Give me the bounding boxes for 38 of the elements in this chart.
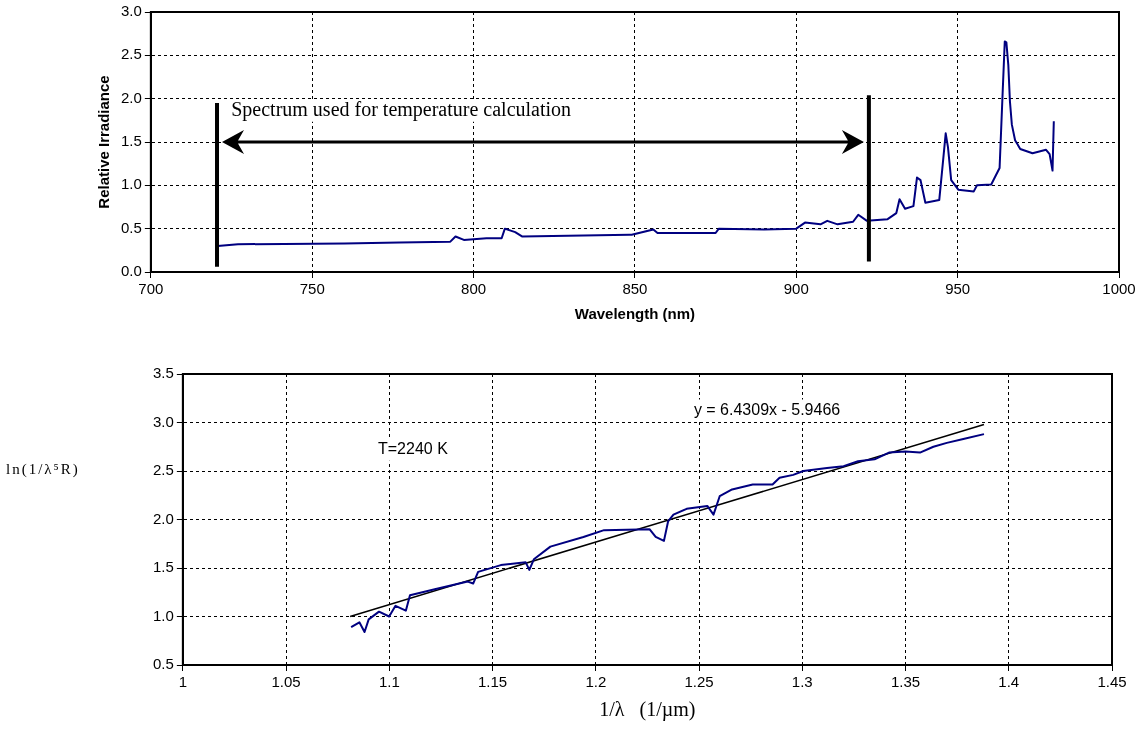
x-tick-label: 1000 [1102, 280, 1136, 298]
x-tick-label: 1.2 [585, 673, 607, 691]
x-tick-label: 1.3 [791, 673, 813, 691]
x-tick-label: 1.1 [378, 673, 400, 691]
x-tick-label: 900 [783, 280, 809, 298]
x-tick-label: 1.15 [477, 673, 508, 691]
y-tick-label: 2.0 [152, 509, 174, 527]
annotation: y = 6.4309x - 5.9466 [693, 400, 841, 418]
x-tick-label: 800 [461, 280, 487, 298]
x-tick-label: 1.4 [998, 673, 1020, 691]
x-axis-title: 1/λ (1/µm) [599, 698, 696, 722]
y-tick-label: 1.5 [120, 132, 142, 150]
y-tick-label: 1.0 [152, 606, 174, 624]
annotation: T=2240 K [377, 440, 449, 458]
y-axis-title: ln(1/λ⁵R) [6, 461, 80, 478]
annotation: Spectrum used for temperature calculation [231, 98, 572, 122]
y-tick-label: 0.5 [152, 655, 174, 673]
y-tick-label: 3.5 [152, 364, 174, 382]
y-tick-label: 2.0 [120, 88, 142, 106]
x-tick-label: 1.35 [890, 673, 921, 691]
y-tick-label: 3.0 [120, 2, 142, 20]
y-tick-label: 0.0 [120, 262, 142, 280]
y-axis-title: Relative Irradiance [95, 75, 113, 209]
x-tick-label: 1.05 [271, 673, 301, 691]
x-tick-label: 950 [945, 280, 971, 298]
y-tick-label: 2.5 [152, 461, 174, 479]
y-tick-label: 1.5 [152, 558, 174, 576]
x-tick-label: 1.25 [684, 673, 714, 691]
x-tick-label: 750 [299, 280, 325, 298]
y-tick-label: 1.0 [120, 175, 142, 193]
y-tick-label: 3.0 [152, 412, 174, 430]
x-axis-title: Wavelength (nm) [574, 305, 696, 323]
x-tick-label: 1 [178, 673, 188, 691]
x-tick-label: 850 [622, 280, 648, 298]
y-tick-label: 0.5 [120, 218, 142, 236]
x-tick-label: 700 [138, 280, 164, 298]
y-tick-label: 2.5 [120, 45, 142, 63]
x-tick-label: 1.45 [1097, 673, 1127, 691]
